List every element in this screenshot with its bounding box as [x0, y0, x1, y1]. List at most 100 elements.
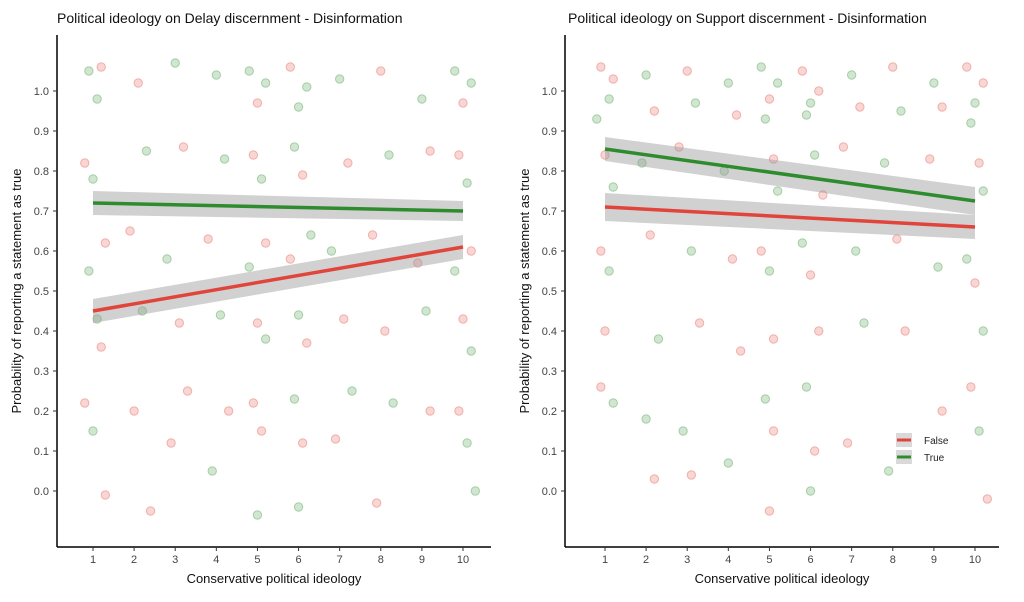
data-point	[376, 66, 386, 76]
legend: False True	[896, 433, 949, 464]
data-point	[608, 74, 618, 84]
data-point	[694, 318, 705, 328]
y-tick-label: 0.2	[542, 406, 557, 418]
data-point	[637, 158, 647, 168]
data-point	[252, 98, 263, 108]
data-point	[888, 62, 898, 72]
data-point	[219, 154, 230, 164]
data-point	[892, 234, 902, 244]
data-point	[851, 246, 861, 256]
data-point	[760, 394, 771, 404]
x-tick-label: 10	[969, 554, 981, 566]
y-tick-label: 0.9	[542, 126, 557, 138]
data-point	[417, 94, 427, 104]
data-point	[207, 466, 217, 476]
data-point	[937, 406, 947, 416]
y-axis-title: Probability of reporting a statement as …	[517, 169, 532, 414]
y-tick-label: 0.9	[34, 126, 49, 138]
y-tick-label: 0.6	[34, 246, 49, 258]
x-axis-title: Conservative political ideology	[187, 571, 362, 586]
data-point	[88, 426, 98, 436]
data-point	[842, 438, 853, 448]
data-point	[929, 78, 939, 88]
data-point	[818, 190, 828, 200]
data-point	[293, 310, 304, 320]
x-axis-title: Conservative political ideology	[695, 571, 870, 586]
data-point	[978, 326, 988, 336]
data-point	[260, 334, 271, 344]
data-point	[962, 62, 972, 72]
data-point	[596, 382, 606, 392]
data-point	[174, 318, 185, 328]
data-point	[466, 346, 476, 356]
data-point	[462, 438, 472, 448]
x-tick-label: 9	[419, 554, 425, 566]
data-point	[735, 346, 746, 356]
y-tick-label: 0.8	[34, 166, 49, 178]
x-tick-label: 7	[849, 554, 855, 566]
data-point	[347, 386, 357, 396]
data-point	[925, 154, 935, 164]
data-point	[170, 58, 180, 68]
data-point	[805, 486, 816, 496]
chart-title: Political ideology on Support discernmen…	[568, 10, 927, 26]
y-tick-label: 0.5	[34, 286, 49, 298]
panel-2: Political ideology on Support discernmen…	[517, 10, 999, 586]
data-point	[723, 458, 734, 468]
data-point	[653, 334, 664, 344]
data-point	[608, 182, 618, 192]
data-point	[764, 506, 775, 516]
points	[80, 58, 481, 520]
y-tick-label: 0.7	[34, 206, 49, 218]
data-point	[731, 110, 742, 120]
data-point	[592, 114, 602, 124]
data-point	[723, 78, 734, 88]
data-point	[244, 262, 254, 272]
data-point	[454, 406, 464, 416]
data-point	[760, 114, 771, 124]
data-point	[182, 386, 193, 396]
x-tick-label: 7	[337, 554, 343, 566]
data-point	[285, 254, 296, 264]
data-point	[137, 306, 148, 316]
data-point	[966, 118, 976, 128]
data-point	[859, 318, 869, 328]
x-tick-label: 3	[172, 554, 178, 566]
x-tick-label: 4	[213, 554, 219, 566]
data-point	[289, 394, 300, 404]
data-point	[367, 230, 378, 240]
data-point	[293, 502, 304, 512]
data-point	[450, 266, 460, 276]
data-point	[883, 466, 894, 476]
data-point	[805, 270, 816, 280]
data-point	[252, 318, 263, 328]
panel-1: Political ideology on Delay discernment …	[9, 10, 491, 586]
data-point	[203, 234, 213, 244]
x-tick-label: 9	[931, 554, 937, 566]
data-point	[879, 158, 890, 168]
data-point	[686, 470, 697, 480]
data-point	[302, 82, 312, 92]
data-point	[764, 94, 775, 104]
data-point	[682, 66, 692, 76]
data-point	[966, 382, 976, 392]
data-point	[244, 66, 254, 76]
fit-line-false	[92, 245, 464, 313]
data-point	[413, 258, 423, 268]
data-point	[596, 246, 606, 256]
data-point	[260, 78, 271, 88]
x-tick-label: 2	[643, 554, 649, 566]
data-point	[371, 498, 382, 508]
x-tick-label: 4	[725, 554, 731, 566]
data-point	[838, 142, 849, 152]
data-point	[772, 186, 783, 196]
y-tick-label: 0.5	[542, 286, 557, 298]
x-tick-label: 1	[602, 554, 608, 566]
data-point	[933, 262, 943, 272]
x-tick-label: 6	[807, 554, 813, 566]
data-point	[421, 306, 431, 316]
y-tick-label: 0.2	[34, 406, 49, 418]
data-point	[641, 70, 651, 80]
data-point	[756, 62, 766, 72]
